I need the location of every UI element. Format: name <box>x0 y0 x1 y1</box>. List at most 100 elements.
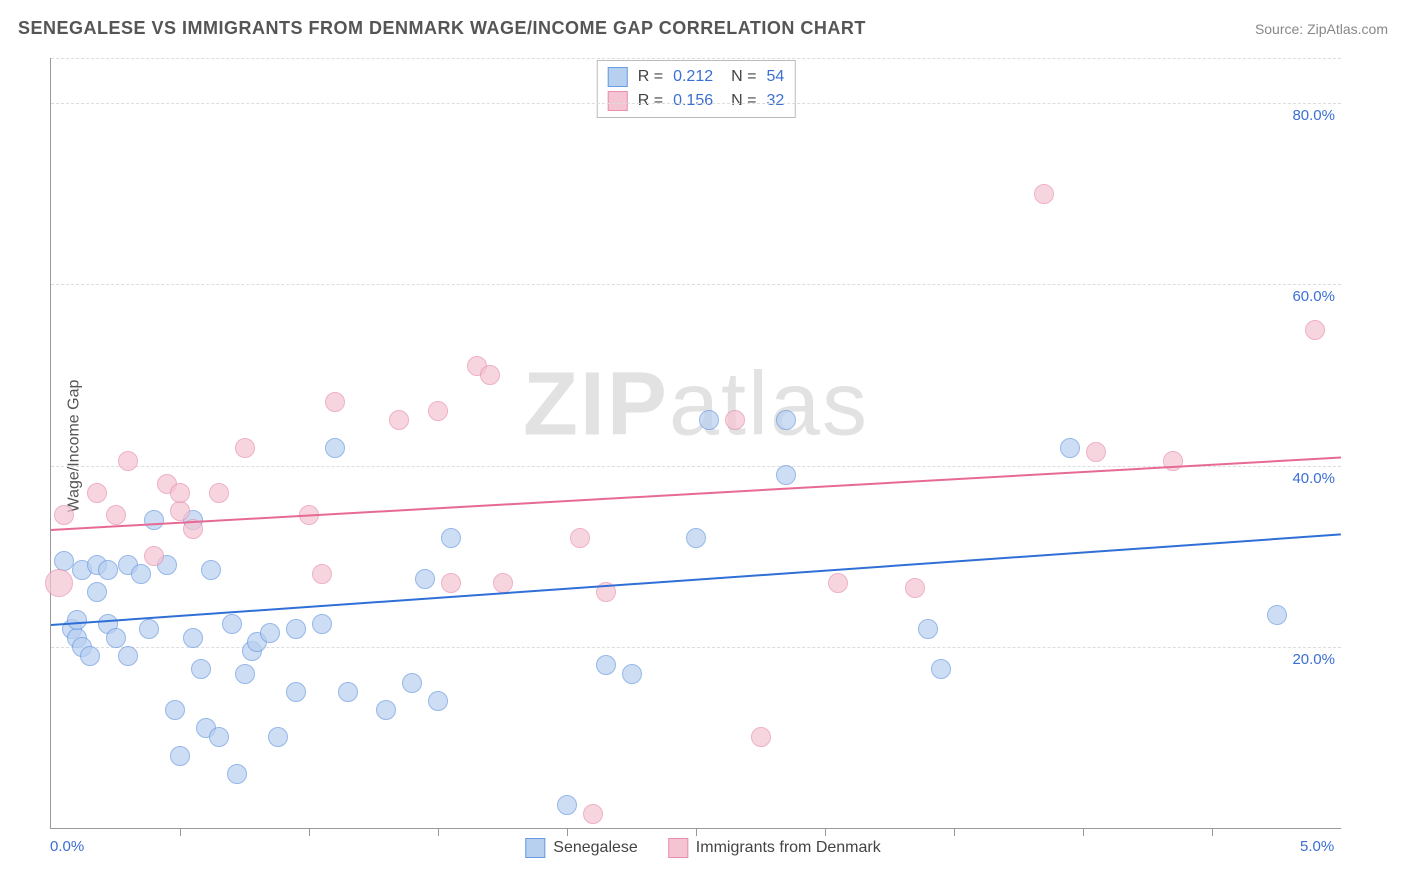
scatter-point <box>1267 605 1287 625</box>
scatter-point <box>118 646 138 666</box>
scatter-point <box>222 614 242 634</box>
legend-swatch <box>608 67 628 87</box>
scatter-point <box>918 619 938 639</box>
scatter-point <box>312 564 332 584</box>
scatter-point <box>45 569 73 597</box>
scatter-point <box>260 623 280 643</box>
scatter-point <box>191 659 211 679</box>
scatter-point <box>583 804 603 824</box>
trend-line <box>51 457 1341 531</box>
scatter-point <box>286 682 306 702</box>
stat-r-value: 0.212 <box>673 68 713 86</box>
scatter-point <box>98 560 118 580</box>
scatter-point <box>106 505 126 525</box>
scatter-point <box>183 628 203 648</box>
stat-r-value: 0.156 <box>673 92 713 110</box>
scatter-plot-area: ZIPatlas R = 0.212 N = 54 R = 0.156 N = 32 20.0… <box>50 58 1341 829</box>
chart-title: SENEGALESE VS IMMIGRANTS FROM DENMARK WA… <box>18 18 866 39</box>
scatter-point <box>596 655 616 675</box>
scatter-point <box>389 410 409 430</box>
x-tick <box>438 828 439 836</box>
scatter-point <box>144 546 164 566</box>
legend-item: Senegalese <box>525 838 638 858</box>
y-tick-label: 40.0% <box>1292 470 1335 487</box>
legend-swatch <box>525 838 545 858</box>
correlation-stats-box: R = 0.212 N = 54 R = 0.156 N = 32 <box>597 60 796 118</box>
scatter-point <box>1060 438 1080 458</box>
x-tick <box>954 828 955 836</box>
scatter-point <box>493 573 513 593</box>
scatter-point <box>441 528 461 548</box>
scatter-point <box>1305 320 1325 340</box>
scatter-point <box>54 505 74 525</box>
scatter-point <box>776 410 796 430</box>
x-tick <box>567 828 568 836</box>
scatter-point <box>235 664 255 684</box>
x-tick <box>825 828 826 836</box>
stats-row: R = 0.212 N = 54 <box>608 65 785 89</box>
scatter-point <box>1034 184 1054 204</box>
scatter-point <box>441 573 461 593</box>
scatter-point <box>209 727 229 747</box>
scatter-point <box>751 727 771 747</box>
scatter-point <box>376 700 396 720</box>
scatter-point <box>67 610 87 630</box>
scatter-point <box>1086 442 1106 462</box>
scatter-point <box>338 682 358 702</box>
scatter-point <box>428 401 448 421</box>
scatter-point <box>170 483 190 503</box>
stat-n-value: 32 <box>766 92 784 110</box>
stat-n-label: N = <box>731 68 756 86</box>
scatter-point <box>227 764 247 784</box>
stat-r-label: R = <box>638 68 663 86</box>
scatter-point <box>828 573 848 593</box>
scatter-point <box>139 619 159 639</box>
scatter-point <box>415 569 435 589</box>
scatter-point <box>325 438 345 458</box>
scatter-point <box>699 410 719 430</box>
scatter-point <box>286 619 306 639</box>
chart-source: Source: ZipAtlas.com <box>1255 21 1388 37</box>
scatter-point <box>480 365 500 385</box>
scatter-point <box>325 392 345 412</box>
scatter-point <box>165 700 185 720</box>
stat-r-label: R = <box>638 92 663 110</box>
scatter-point <box>402 673 422 693</box>
y-tick-label: 20.0% <box>1292 651 1335 668</box>
scatter-point <box>170 746 190 766</box>
scatter-point <box>131 564 151 584</box>
scatter-point <box>725 410 745 430</box>
scatter-point <box>312 614 332 634</box>
scatter-point <box>80 646 100 666</box>
stats-row: R = 0.156 N = 32 <box>608 89 785 113</box>
scatter-point <box>87 582 107 602</box>
scatter-point <box>268 727 288 747</box>
legend-label: Senegalese <box>553 839 638 857</box>
stat-n-label: N = <box>731 92 756 110</box>
scatter-point <box>776 465 796 485</box>
scatter-point <box>209 483 229 503</box>
gridline <box>51 58 1341 59</box>
x-tick-label: 5.0% <box>1300 838 1334 855</box>
scatter-point <box>118 451 138 471</box>
legend-swatch <box>668 838 688 858</box>
chart-header: SENEGALESE VS IMMIGRANTS FROM DENMARK WA… <box>18 18 1388 39</box>
scatter-point <box>201 560 221 580</box>
series-legend: Senegalese Immigrants from Denmark <box>525 838 880 858</box>
scatter-point <box>557 795 577 815</box>
stat-n-value: 54 <box>766 68 784 86</box>
scatter-point <box>570 528 590 548</box>
scatter-point <box>87 483 107 503</box>
y-tick-label: 80.0% <box>1292 107 1335 124</box>
watermark: ZIPatlas <box>523 353 869 456</box>
y-tick-label: 60.0% <box>1292 288 1335 305</box>
scatter-point <box>622 664 642 684</box>
x-tick <box>1212 828 1213 836</box>
gridline <box>51 103 1341 104</box>
x-tick <box>180 828 181 836</box>
legend-item: Immigrants from Denmark <box>668 838 881 858</box>
x-tick <box>309 828 310 836</box>
scatter-point <box>686 528 706 548</box>
legend-label: Immigrants from Denmark <box>696 839 881 857</box>
scatter-point <box>235 438 255 458</box>
